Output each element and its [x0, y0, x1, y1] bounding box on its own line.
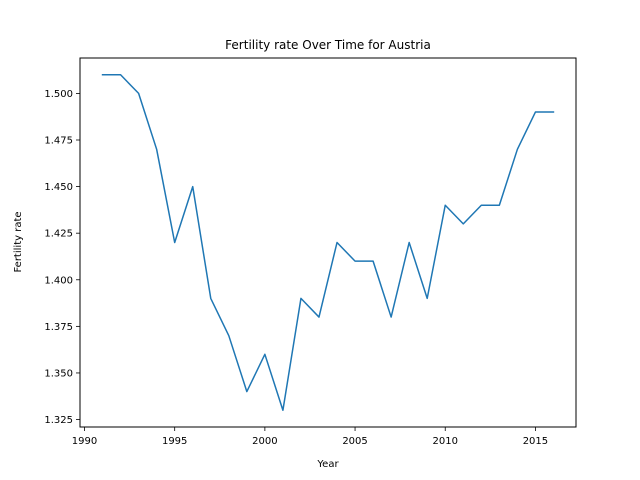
y-tick-label: 1.325 — [44, 415, 73, 426]
x-tick-label: 1990 — [72, 436, 97, 447]
x-axis: 1990 1995 2000 2005 2010 2015 — [72, 427, 548, 447]
y-tick-label: 1.450 — [44, 182, 73, 193]
x-tick-label: 2000 — [252, 436, 277, 447]
y-tick-label: 1.425 — [44, 229, 73, 240]
x-axis-label: Year — [316, 459, 339, 470]
y-tick-label: 1.375 — [44, 322, 73, 333]
x-tick-label: 2010 — [433, 436, 458, 447]
y-axis: 1.325 1.350 1.375 1.400 1.425 1.450 1.475 1.500 — [44, 89, 80, 426]
series-line-0 — [101, 74, 555, 411]
x-tick-label: 1995 — [162, 436, 187, 447]
x-tick-label: 2005 — [342, 436, 367, 447]
y-tick-label: 1.400 — [44, 275, 73, 286]
plot-frame — [79, 57, 577, 428]
y-axis-label: Fertility rate — [13, 211, 24, 272]
plot-area — [101, 74, 555, 411]
y-tick-label: 1.475 — [44, 136, 73, 147]
chart-title: Fertility rate Over Time for Austria — [225, 38, 431, 52]
x-tick-label: 2015 — [523, 436, 548, 447]
y-tick-label: 1.350 — [44, 368, 73, 379]
y-tick-label: 1.500 — [44, 89, 73, 100]
